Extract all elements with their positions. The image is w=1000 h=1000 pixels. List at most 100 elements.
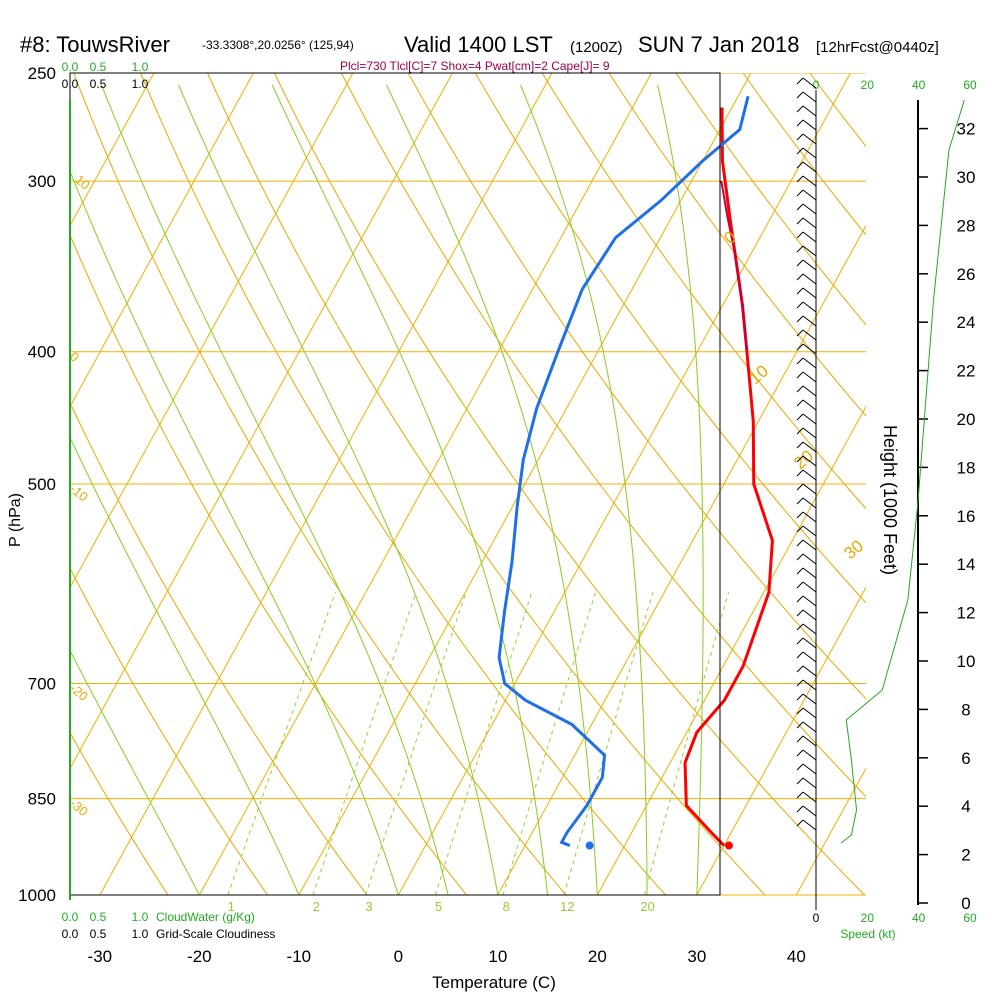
wind-barb-flag bbox=[796, 315, 804, 323]
temp-tick-label: 40 bbox=[787, 947, 806, 966]
wind-barb bbox=[802, 441, 817, 453]
wind-barb bbox=[802, 189, 817, 201]
speed-tick-label-bottom: 20 bbox=[861, 911, 875, 925]
cloudwater-title: CloudWater (g/Kg) bbox=[156, 910, 255, 924]
wind-barb-flag bbox=[796, 483, 804, 491]
wind-barb-flag bbox=[796, 273, 804, 281]
dry-adiabat-line bbox=[541, 73, 866, 510]
wind-barb-flag bbox=[796, 497, 804, 505]
wind-barb-flag bbox=[796, 595, 804, 603]
pressure-tick-label: 1000 bbox=[18, 886, 56, 905]
mixing-ratio-label: 12 bbox=[560, 899, 574, 914]
wind-barb-flag bbox=[796, 91, 804, 99]
sounding-params: Plcl=730 Tlcl[C]=7 Shox=4 Pwat[cm]=2 Cap… bbox=[340, 59, 610, 73]
wind-barb bbox=[802, 511, 817, 523]
wind-barb bbox=[802, 161, 817, 173]
cloudiness-scale-bottom: 0.5 bbox=[90, 927, 107, 941]
speed-tick-label-bottom: 60 bbox=[963, 911, 977, 925]
wind-barb-flag bbox=[796, 525, 804, 533]
mixing-ratio-line bbox=[643, 591, 730, 896]
wind-barb-flag bbox=[796, 623, 804, 631]
height-tick-label: 8 bbox=[961, 700, 970, 719]
wind-barb-flag bbox=[796, 567, 804, 575]
wind-barb-flag bbox=[796, 581, 804, 589]
height-tick-label: 30 bbox=[957, 168, 976, 187]
wind-barb-flag bbox=[796, 105, 804, 113]
wind-barb-flag bbox=[796, 609, 804, 617]
wind-barb-flag bbox=[796, 175, 804, 183]
wind-barb bbox=[802, 483, 817, 495]
wind-barb bbox=[802, 567, 817, 579]
speed-axis-label: Speed (kt) bbox=[840, 927, 895, 941]
height-tick-label: 28 bbox=[957, 216, 976, 235]
grid-layer bbox=[70, 73, 866, 896]
pressure-tick-label: 700 bbox=[28, 675, 56, 694]
dry-adiabat-line bbox=[70, 731, 169, 896]
isotherm-line bbox=[70, 73, 453, 770]
wind-barb bbox=[802, 273, 817, 285]
temp-tick-label: 20 bbox=[588, 947, 607, 966]
wind-barb bbox=[802, 651, 817, 663]
wind-barb bbox=[802, 119, 817, 131]
wind-barb-flag bbox=[796, 469, 804, 477]
wind-barb bbox=[802, 175, 817, 187]
speed-tick-label-top: 0 bbox=[813, 78, 820, 92]
wind-barb-flag bbox=[796, 203, 804, 211]
wind-barb-flag bbox=[796, 399, 804, 407]
series-layer bbox=[497, 95, 774, 850]
dry-adiabat-label: 30 bbox=[840, 536, 867, 563]
height-tick-label: 18 bbox=[957, 458, 976, 477]
cloudwater-scale-bottom: 1.0 bbox=[132, 910, 149, 924]
temp-tick-label: 30 bbox=[687, 947, 706, 966]
wind-barb bbox=[802, 217, 817, 229]
wind-barb bbox=[802, 525, 817, 537]
isotherm-line bbox=[70, 73, 354, 589]
cloudiness-scale-bottom: 1.0 bbox=[132, 927, 149, 941]
wind-barb-flag bbox=[796, 371, 804, 379]
dry-adiabat-line bbox=[207, 73, 766, 896]
temp-tick-label: 0 bbox=[394, 947, 403, 966]
speed-tick-label-top: 20 bbox=[861, 78, 875, 92]
speed-tick-label-top: 60 bbox=[963, 78, 977, 92]
temperature-surface-point bbox=[724, 841, 733, 850]
wind-barb bbox=[802, 91, 817, 103]
cloudwater-scale-bottom: 0.5 bbox=[90, 910, 107, 924]
moist-adiabat-line bbox=[70, 436, 300, 896]
wind-barb-flag bbox=[796, 777, 804, 785]
wind-barb-flag bbox=[796, 343, 804, 351]
cloudwater-scale-top: 0.5 bbox=[90, 60, 107, 74]
wind-barb-flag bbox=[796, 637, 804, 645]
speed-tick-label-top: 40 bbox=[912, 78, 926, 92]
wind-barb-flag bbox=[796, 217, 804, 225]
wind-barb bbox=[802, 455, 817, 467]
wind-barb bbox=[802, 805, 817, 817]
wind-barb-flag bbox=[796, 511, 804, 519]
dry-adiabat-line bbox=[73, 73, 567, 896]
wind-barb bbox=[802, 819, 817, 831]
height-tick-label: 0 bbox=[961, 894, 970, 913]
cloudiness-title: Grid-Scale Cloudiness bbox=[156, 927, 275, 941]
wind-barb bbox=[802, 469, 817, 481]
cloudwater-scale-bottom: 0.0 bbox=[62, 910, 79, 924]
temp-tick-label: -10 bbox=[287, 947, 312, 966]
wind-barb-flag bbox=[796, 119, 804, 127]
wind-barb bbox=[802, 357, 817, 369]
wind-barb bbox=[802, 147, 817, 159]
dry-adiabat-line bbox=[70, 233, 467, 896]
moist-adiabat-line bbox=[178, 84, 499, 896]
wind-barb-flag bbox=[796, 735, 804, 743]
wind-barb bbox=[802, 539, 817, 551]
pressure-tick-label: 500 bbox=[28, 475, 56, 494]
wind-barb-flag bbox=[796, 133, 804, 141]
wind-barb-flag bbox=[796, 455, 804, 463]
wind-barb-flag bbox=[796, 721, 804, 729]
wind-barb bbox=[802, 343, 817, 355]
parcel-line bbox=[720, 180, 748, 352]
mixing-ratio-line bbox=[563, 591, 654, 896]
moist-adiabat-line bbox=[101, 84, 449, 896]
wind-barb-flag bbox=[796, 427, 804, 435]
wind-barb bbox=[802, 399, 817, 411]
wind-barb bbox=[802, 553, 817, 565]
temp-tick-label: -30 bbox=[88, 947, 113, 966]
